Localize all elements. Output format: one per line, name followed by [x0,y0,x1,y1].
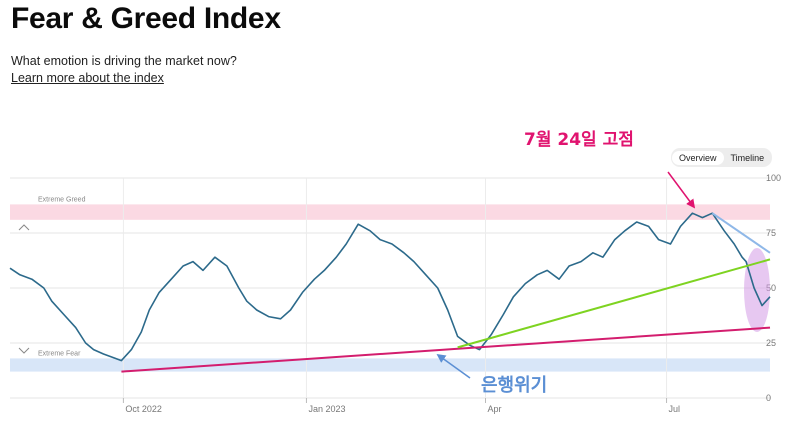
x-tick-label: Jan 2023 [308,404,345,414]
bank-crisis-arrow [436,353,471,379]
view-toggle[interactable]: Overview Timeline [671,148,773,167]
y-tick-label: 25 [766,338,776,348]
x-tick-label: Apr [487,404,501,414]
y-tick-label: 75 [766,228,776,238]
x-tick-label: Oct 2022 [125,404,162,414]
x-tick-label: Jul [669,404,681,414]
chevron-up-icon [18,224,30,231]
extreme-greed-zone-label: Extreme Greed [38,196,86,203]
peak-arrow [667,171,696,209]
bank-crisis-annotation: 은행위기 [481,375,547,396]
toggle-overview[interactable]: Overview [672,150,724,165]
page-title: Fear & Greed Index [11,2,281,35]
y-tick-label: 0 [766,393,771,403]
peak-annotation: 7월 24일 고점 [524,130,634,150]
y-tick-label: 100 [766,173,781,183]
trend-trend-line [457,258,771,349]
y-tick-label: 50 [766,283,776,293]
index-line [9,212,771,362]
support-trend-line [121,326,771,373]
subtitle: What emotion is driving the market now? [11,54,237,68]
learn-more-link[interactable]: Learn more about the index [11,71,164,85]
extreme-fear-zone [10,358,770,372]
toggle-timeline[interactable]: Timeline [730,152,765,163]
resistance-trend-line [711,212,771,254]
recent-drop-highlight [744,248,770,332]
extreme-greed-zone [10,204,770,220]
chevron-down-icon [18,347,30,354]
extreme-fear-zone-label: Extreme Fear [38,350,81,357]
